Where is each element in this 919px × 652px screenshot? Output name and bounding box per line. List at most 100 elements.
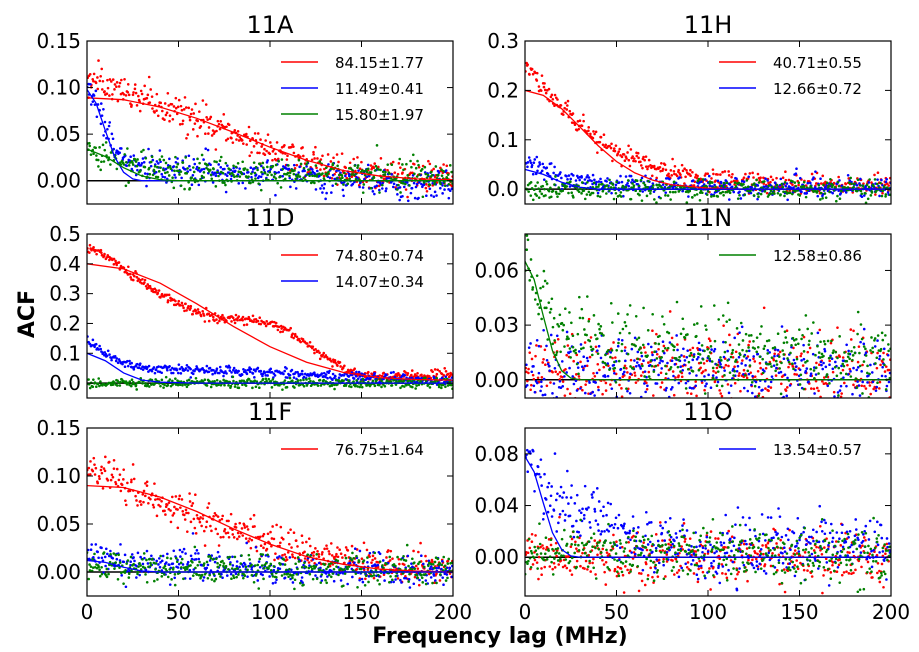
data-point [536,169,539,173]
data-point [271,164,275,168]
data-point [707,174,711,178]
data-point [692,355,696,359]
data-point [858,184,862,187]
data-point [626,179,630,182]
data-point [406,195,409,199]
data-point [307,168,310,171]
data-point [537,187,540,190]
data-point [608,368,611,371]
data-point [652,190,656,193]
data-point [795,365,798,368]
data-point [641,364,644,368]
data-point [433,180,437,184]
data-point [118,384,122,387]
data-point [631,182,634,185]
data-point [315,175,319,178]
data-point [287,328,291,332]
data-point [606,177,609,180]
data-point [618,383,621,387]
data-point [642,306,645,310]
data-point [268,152,272,156]
data-point [271,158,274,162]
data-point [821,197,824,200]
data-point [579,187,582,191]
data-point [799,176,802,180]
data-point [205,116,208,119]
data-point [866,381,869,384]
data-point [415,175,419,178]
data-point [697,355,700,359]
data-point [698,198,702,202]
data-point [722,194,725,197]
data-point [878,186,881,189]
data-point [839,395,843,398]
data-point [699,305,703,308]
data-point [253,132,257,135]
data-point [171,117,175,121]
data-point [710,360,714,363]
data-point [390,384,394,387]
data-point [413,196,417,200]
data-point [196,308,200,311]
data-point [140,161,144,165]
data-point [630,186,633,189]
y-tick-label: 0.15 [36,29,81,53]
data-point [221,313,224,317]
data-point [812,387,816,391]
data-point [633,359,636,362]
data-point [385,177,389,180]
data-point [526,165,529,169]
data-point [675,174,679,178]
data-point [759,192,763,196]
data-point [379,168,382,172]
data-point [597,344,601,348]
data-point [211,380,214,383]
data-point [587,176,591,179]
data-point [305,378,308,381]
data-point [654,342,657,345]
data-point [428,187,432,191]
data-point [719,363,722,366]
data-point [616,152,620,156]
data-point [687,360,691,364]
data-point [537,196,541,199]
data-point [579,360,582,364]
data-point [620,338,624,342]
data-point [712,172,715,176]
legend-label: 15.80±1.97 [335,106,424,124]
data-point [159,160,162,164]
data-point [382,371,386,375]
data-point [302,176,305,180]
data-point [206,168,210,171]
data-point [692,323,696,326]
data-point [141,277,144,281]
data-point [553,93,557,97]
data-point [818,328,822,332]
data-point [560,176,563,180]
data-point [166,166,170,169]
data-point [301,372,304,376]
data-point [392,370,395,374]
series-points [87,141,453,199]
data-point [643,382,646,385]
data-point [580,192,583,195]
data-point [295,163,299,167]
data-point [108,78,112,81]
data-point [752,194,756,197]
data-point [599,135,603,139]
data-point [845,384,848,388]
data-point [171,176,174,180]
data-point [147,364,151,368]
data-point [184,168,187,171]
data-point [233,129,237,132]
data-point [247,171,250,174]
data-point [566,99,570,103]
data-point [861,363,864,367]
data-point [689,366,693,369]
data-point [695,394,698,398]
data-point [565,330,569,334]
data-point [218,159,222,163]
data-point [859,189,863,193]
data-point [433,190,437,194]
data-point [272,175,276,179]
